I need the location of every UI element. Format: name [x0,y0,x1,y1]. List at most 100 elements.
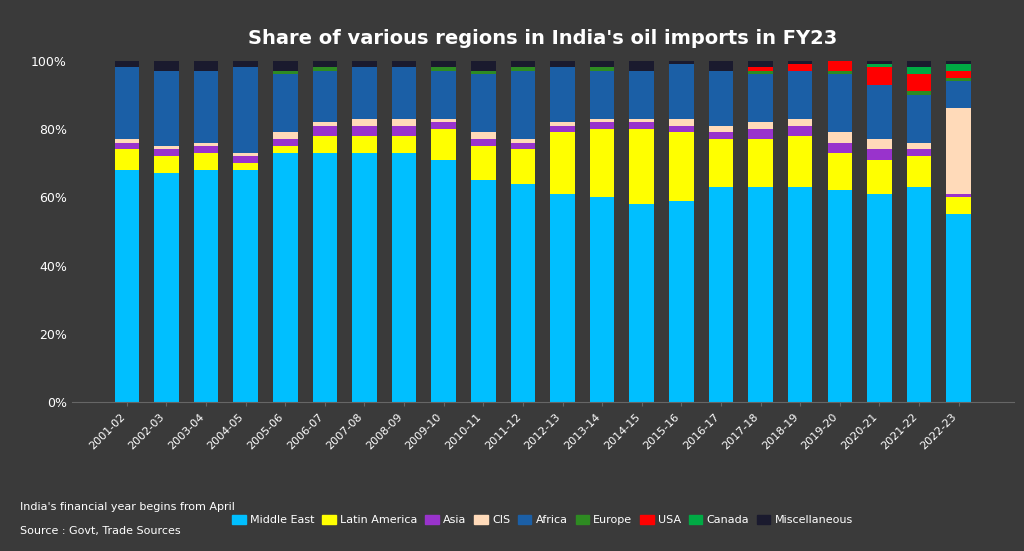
Bar [511,149,536,183]
Bar [827,61,852,71]
Bar [392,126,417,136]
Bar [590,61,614,67]
Bar [749,61,773,67]
Bar [787,126,812,136]
Legend: Middle East, Latin America, Asia, CIS, Africa, Europe, USA, Canada, Miscellaneou: Middle East, Latin America, Asia, CIS, A… [228,510,857,530]
Bar [511,61,536,67]
Bar [194,71,218,143]
Bar [867,160,892,194]
Bar [273,61,298,71]
Bar [392,61,417,67]
Bar [827,71,852,74]
Bar [787,136,812,187]
Bar [787,187,812,402]
Bar [273,139,298,146]
Bar [233,170,258,402]
Bar [312,122,337,126]
Bar [669,132,693,201]
Bar [827,191,852,402]
Bar [115,67,139,139]
Bar [511,139,536,143]
Bar [946,78,971,81]
Bar [392,136,417,153]
Bar [312,126,337,136]
Bar [867,64,892,67]
Bar [312,136,337,153]
Bar [352,136,377,153]
Bar [907,61,931,67]
Bar [907,143,931,149]
Bar [787,61,812,64]
Bar [550,194,574,402]
Bar [827,74,852,132]
Bar [787,64,812,71]
Bar [590,67,614,71]
Bar [471,74,496,132]
Bar [194,170,218,402]
Bar [827,153,852,191]
Bar [155,146,178,149]
Bar [709,132,733,139]
Bar [827,132,852,143]
Bar [155,149,178,156]
Bar [867,149,892,160]
Bar [471,180,496,402]
Bar [630,61,654,71]
Bar [273,74,298,132]
Bar [867,84,892,139]
Bar [749,71,773,74]
Bar [669,126,693,132]
Bar [946,197,971,214]
Bar [431,61,456,67]
Bar [590,197,614,402]
Bar [590,71,614,118]
Bar [471,61,496,71]
Bar [946,214,971,402]
Bar [233,61,258,67]
Bar [709,139,733,187]
Bar [867,61,892,64]
Bar [946,71,971,78]
Bar [630,122,654,129]
Bar [352,67,377,118]
Bar [115,170,139,402]
Bar [471,71,496,74]
Bar [550,126,574,132]
Bar [155,156,178,174]
Bar [155,174,178,402]
Bar [115,139,139,143]
Bar [194,143,218,146]
Bar [352,61,377,67]
Bar [946,81,971,109]
Bar [550,132,574,194]
Bar [669,61,693,64]
Bar [352,153,377,402]
Bar [471,146,496,180]
Text: Source : Govt, Trade Sources: Source : Govt, Trade Sources [20,526,181,537]
Bar [431,160,456,402]
Bar [233,67,258,153]
Bar [907,67,931,74]
Bar [312,71,337,122]
Bar [867,139,892,149]
Bar [946,109,971,194]
Bar [590,118,614,122]
Bar [709,187,733,402]
Bar [907,187,931,402]
Bar [946,194,971,197]
Bar [550,122,574,126]
Bar [273,153,298,402]
Bar [669,118,693,126]
Bar [630,118,654,122]
Bar [749,187,773,402]
Title: Share of various regions in India's oil imports in FY23: Share of various regions in India's oil … [248,29,838,48]
Bar [115,61,139,67]
Bar [749,139,773,187]
Bar [749,74,773,122]
Bar [749,122,773,129]
Bar [749,129,773,139]
Bar [431,67,456,71]
Bar [312,61,337,67]
Bar [669,201,693,402]
Bar [946,64,971,71]
